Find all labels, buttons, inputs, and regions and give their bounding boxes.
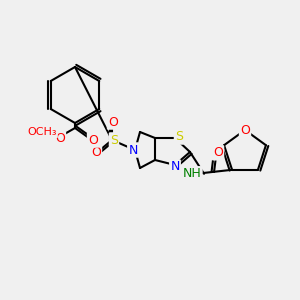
Text: N: N <box>170 160 180 173</box>
Text: OCH₃: OCH₃ <box>27 127 57 137</box>
Text: O: O <box>55 133 65 146</box>
Text: O: O <box>91 146 101 160</box>
Text: O: O <box>88 134 98 146</box>
Text: S: S <box>175 130 183 143</box>
Text: N: N <box>128 143 138 157</box>
Text: O: O <box>240 124 250 136</box>
Text: O: O <box>108 116 118 128</box>
Text: O: O <box>213 146 223 159</box>
Text: NH: NH <box>183 167 201 180</box>
Text: S: S <box>110 134 118 146</box>
